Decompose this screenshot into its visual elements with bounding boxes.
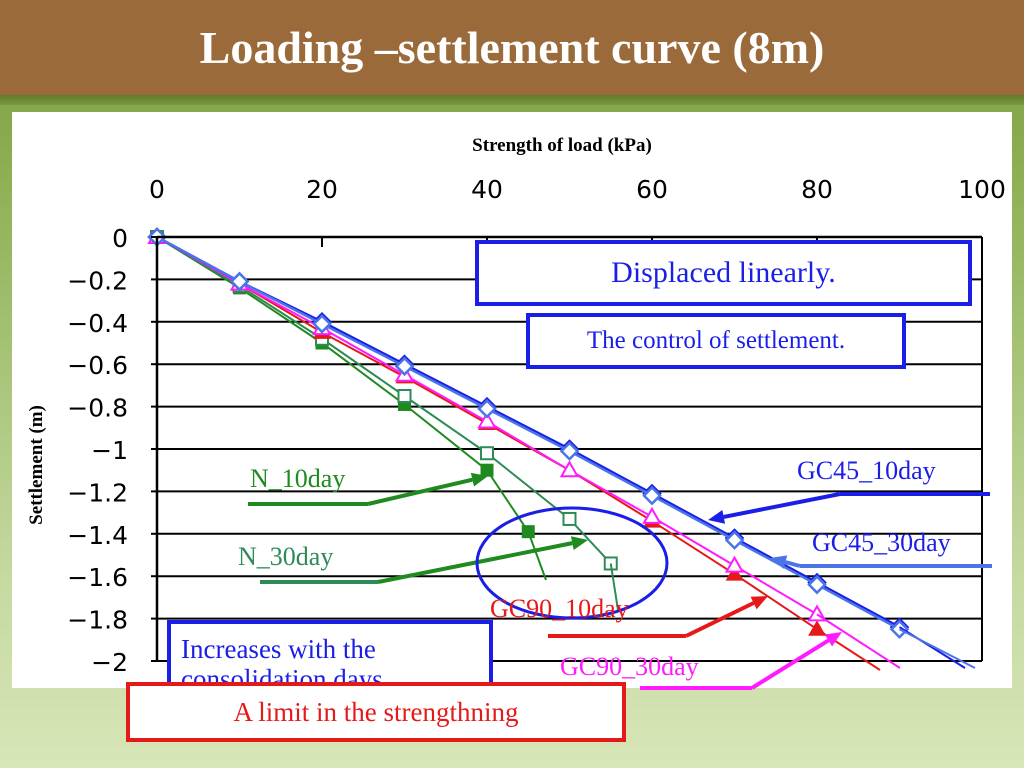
marker-N_10day-4	[480, 463, 494, 477]
arrow-gc45-30-shaft	[784, 560, 801, 568]
arrow-gc90-10-shaft	[685, 601, 755, 638]
marker-GC90_30day-6	[642, 506, 662, 524]
label-gc90-30day: GC90_30day	[560, 652, 699, 681]
y-tick-label: −1.6	[67, 563, 128, 592]
convergence-ellipse	[475, 506, 669, 620]
x-tick-label: 40	[471, 175, 503, 204]
y-tick-label: −0.6	[67, 351, 128, 380]
arrow-gc90-10-head	[750, 596, 768, 610]
arrow-gc90-30-head	[824, 632, 842, 647]
chart-panel	[12, 112, 1012, 688]
y-axis-label: Settlement (m)	[26, 405, 47, 525]
increases-callout: Increases with the consolidation days	[167, 620, 493, 686]
marker-GC90_30day-7	[724, 555, 745, 573]
marker-GC90_10day-7	[725, 565, 744, 581]
arrow-gc45-10-head	[708, 510, 726, 524]
settlement-control-callout: The control of settlement.	[526, 313, 906, 369]
y-tick-label: −0.4	[67, 309, 128, 338]
label-n-30day: N_30day	[238, 542, 334, 571]
displaced-linearly-callout: Displaced linearly.	[475, 240, 972, 306]
series-tail-3	[816, 613, 901, 669]
y-tick-label: −1.2	[67, 478, 128, 507]
y-tick-label: −1.8	[67, 606, 128, 635]
marker-N_30day-4	[480, 446, 494, 461]
x-tick-label: 100	[958, 175, 1006, 204]
x-axis-label: Strength of load (kPa)	[472, 135, 652, 156]
y-tick-label: 0	[112, 224, 128, 253]
marker-N_30day-5	[562, 511, 577, 526]
arrow-gc45-30-head	[770, 555, 788, 569]
title-divider	[0, 95, 1024, 105]
x-tick-label: 0	[149, 175, 165, 204]
slide-title: Loading –settlement curve (8m)	[0, 0, 1024, 95]
label-gc90-10day: GC90_10day	[490, 594, 629, 623]
label-n-10day: N_10day	[250, 464, 346, 493]
x-tick-label: 80	[801, 175, 833, 204]
marker-GC45_30day-4	[477, 398, 497, 419]
marker-N_30day-3	[397, 389, 412, 403]
marker-GC45_30day-3	[394, 356, 415, 377]
x-tick-label: 60	[636, 175, 668, 204]
series-tail-5	[899, 628, 976, 669]
series-line-N_10day	[156, 236, 530, 533]
y-tick-label: −2	[91, 648, 128, 677]
arrow-n10-shaft	[367, 477, 473, 506]
series-tail-0	[527, 531, 547, 581]
marker-GC45_30day-8	[807, 574, 827, 595]
y-tick-label: −0.2	[67, 266, 128, 295]
marker-GC45_30day-1	[229, 271, 250, 292]
y-tick-label: −0.8	[67, 394, 128, 423]
arrow-gc45-10-shaft	[723, 492, 841, 519]
marker-GC45_30day-6	[642, 485, 662, 506]
arrow-gc90-30-shaft	[750, 638, 830, 690]
label-gc45-10day: GC45_10day	[797, 456, 936, 485]
y-tick-label: −1	[91, 436, 128, 465]
x-tick-label: 20	[306, 175, 338, 204]
arrow-n30-head	[570, 536, 588, 551]
marker-GC90_30day-5	[559, 460, 580, 478]
marker-GC45_30day-2	[312, 314, 332, 334]
arrow-n30-shaft	[377, 541, 573, 584]
label-gc45-30day: GC45_30day	[812, 528, 951, 557]
marker-GC90_30day-4	[477, 411, 497, 429]
limit-callout: A limit in the strengthning	[126, 682, 626, 742]
series-tail-1	[609, 563, 619, 611]
y-tick-label: −1.4	[67, 521, 128, 550]
marker-GC45_30day-7	[724, 530, 745, 550]
marker-GC45_30day-5	[559, 441, 580, 461]
arrow-n10-head	[470, 472, 488, 487]
